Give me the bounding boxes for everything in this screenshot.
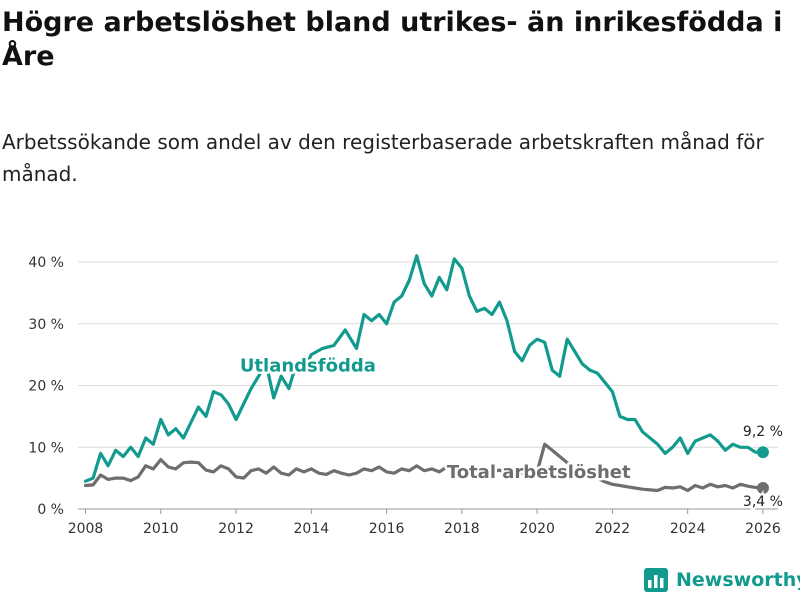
brand-name: Newsworthy: [676, 569, 800, 591]
x-tick-label: 2016: [369, 521, 405, 537]
x-axis: 2008 2010 2012 2014 2016 2018 2020 2022 2024 2026: [68, 509, 781, 537]
series-label-total: Total arbetslöshet: [447, 462, 631, 483]
x-tick-label: 2026: [745, 521, 781, 537]
end-marker-total: [756, 482, 769, 495]
x-tick-label: 2012: [218, 521, 254, 537]
chart-subtitle: Arbetssökande som andel av den registerb…: [2, 130, 764, 186]
x-tick-label: 2014: [294, 521, 330, 537]
chart-title: Högre arbetslöshet bland utrikes- än inr…: [2, 7, 783, 72]
grid: [78, 261, 778, 510]
y-axis: 0 % 10 % 20 % 30 % 40 %: [28, 255, 64, 518]
x-tick-label: 2020: [519, 521, 555, 537]
y-tick-label: 40 %: [28, 255, 64, 271]
end-marker-utlandsfodda: [756, 446, 769, 459]
y-tick-label: 20 %: [28, 379, 64, 395]
series-line-total: [83, 442, 765, 493]
x-tick-label: 2022: [595, 521, 631, 537]
end-label-utlandsfodda: 9,2 %: [743, 424, 783, 440]
brand-logo[interactable]: Newsworthy: [644, 568, 800, 592]
y-tick-label: 10 %: [28, 440, 64, 456]
end-label-total: 3,4 %: [743, 494, 783, 510]
y-tick-label: 30 %: [28, 317, 64, 333]
y-tick-label: 0 %: [37, 502, 64, 518]
annotations: Utlandsfödda Total arbetslöshet 9,2 % 3,4 %: [237, 353, 785, 512]
x-tick-label: 2008: [68, 521, 104, 537]
bar-chart-icon: [644, 568, 668, 592]
series-label-utlandsfodda: Utlandsfödda: [240, 355, 376, 376]
x-tick-label: 2018: [444, 521, 480, 537]
series-line-utlandsfodda: [83, 254, 765, 483]
x-tick-label: 2010: [143, 521, 179, 537]
series: [83, 254, 769, 495]
x-tick-label: 2024: [670, 521, 706, 537]
